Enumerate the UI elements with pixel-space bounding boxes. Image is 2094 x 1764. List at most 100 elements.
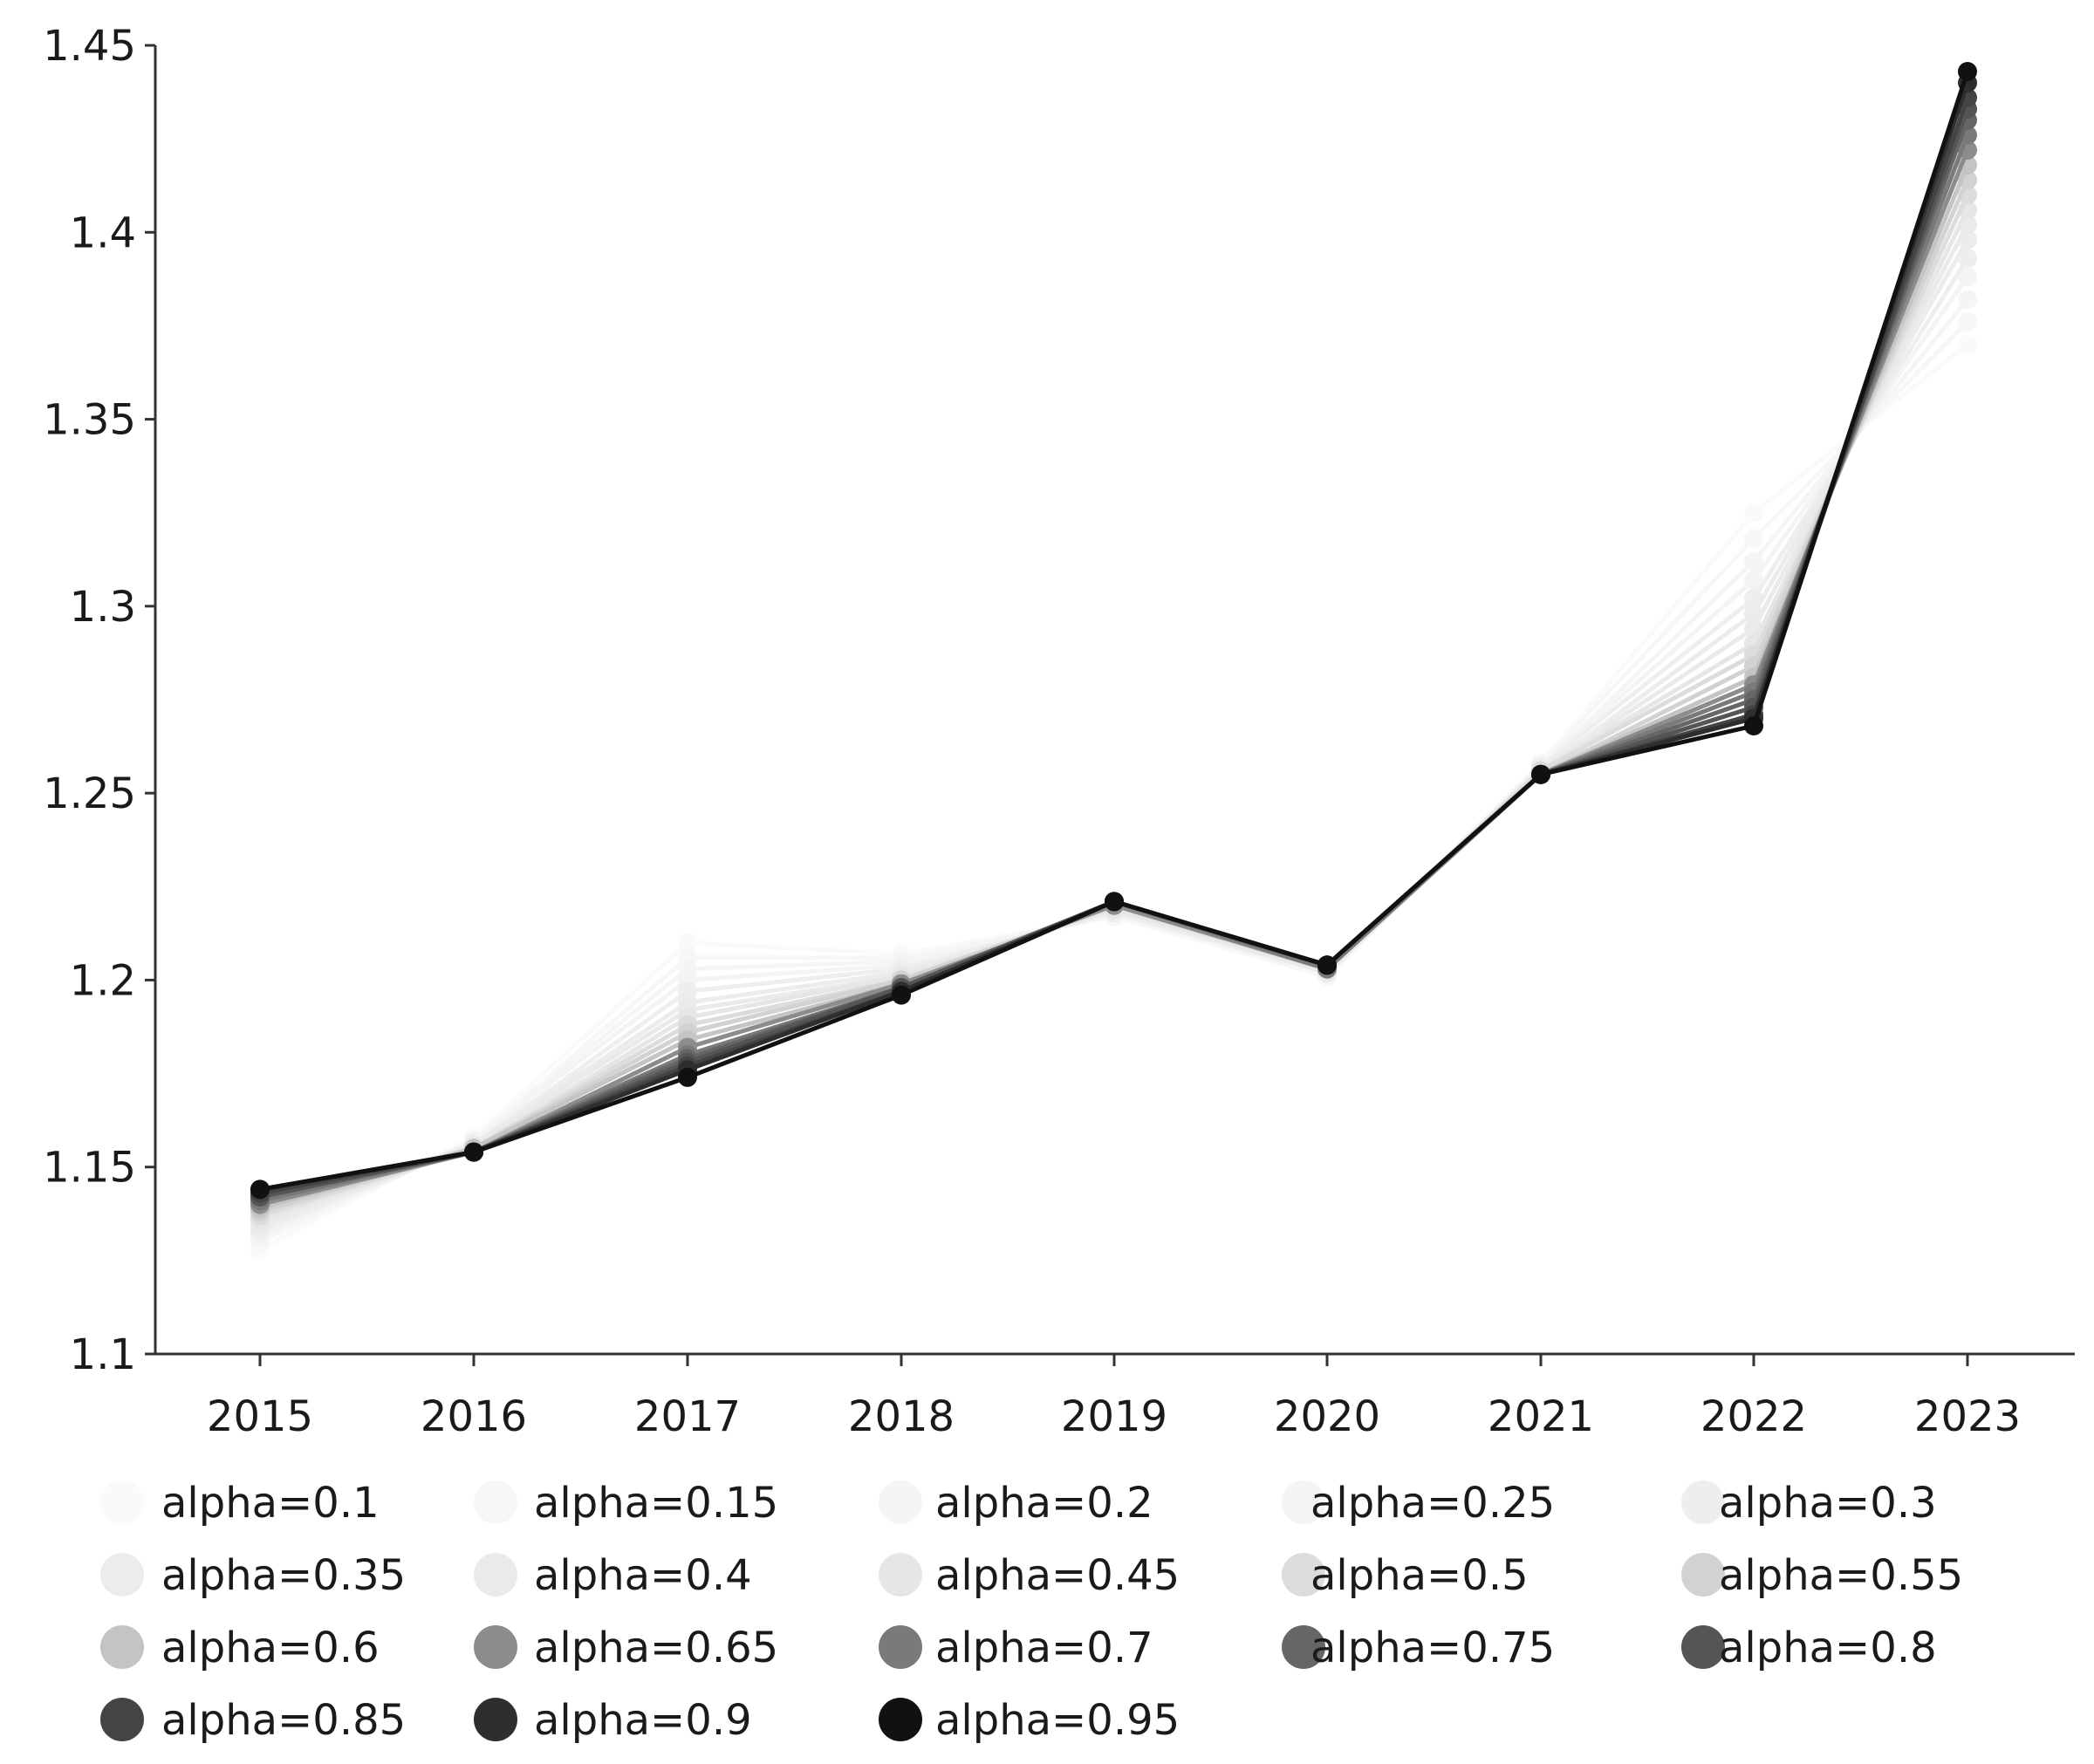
y-tick-label: 1.2 xyxy=(70,956,136,1005)
legend-marker xyxy=(1681,1553,1725,1596)
legend-label: alpha=0.15 xyxy=(534,1479,778,1528)
legend-label: alpha=0.85 xyxy=(161,1696,406,1745)
legend-marker xyxy=(879,1698,922,1741)
data-point xyxy=(892,985,911,1005)
series-group xyxy=(250,62,1977,1259)
legend-marker xyxy=(100,1698,144,1741)
data-point xyxy=(1958,334,1977,354)
legend-item: alpha=0.65 xyxy=(474,1624,778,1672)
legend-label: alpha=0.75 xyxy=(1310,1624,1555,1672)
legend-item: alpha=0.7 xyxy=(879,1624,1153,1672)
data-point xyxy=(1744,551,1763,571)
legend-label: alpha=0.8 xyxy=(1719,1624,1937,1672)
series-line xyxy=(258,320,1969,1244)
legend-item: alpha=0.85 xyxy=(100,1696,406,1745)
x-axis: 2015 2016 2017 2018 2019 2020 2021 2022 2023 xyxy=(155,1352,2075,1441)
legend-item: alpha=0.45 xyxy=(879,1551,1180,1600)
x-tick-label: 2017 xyxy=(634,1392,741,1441)
y-tick-label: 1.15 xyxy=(43,1144,136,1193)
data-point xyxy=(1958,267,1977,287)
legend-label: alpha=0.9 xyxy=(534,1696,752,1745)
legend-label: alpha=0.45 xyxy=(935,1551,1180,1600)
legend-marker xyxy=(1282,1625,1325,1669)
data-point xyxy=(1531,764,1550,784)
data-point xyxy=(678,933,697,953)
x-tick-label: 2018 xyxy=(848,1392,955,1441)
legend-marker xyxy=(879,1480,922,1524)
legend: alpha=0.1 alpha=0.15 alpha=0.2 alpha=0.25 al… xyxy=(100,1479,1963,1745)
y-tick-label: 1.35 xyxy=(43,396,136,445)
legend-marker xyxy=(1282,1480,1325,1524)
legend-item: alpha=0.8 xyxy=(1681,1624,1937,1672)
series-line xyxy=(259,256,1970,1233)
legend-label: alpha=0.65 xyxy=(534,1624,778,1672)
data-point xyxy=(678,1067,697,1087)
y-tick-label: 1.25 xyxy=(43,769,136,818)
legend-item: alpha=0.3 xyxy=(1681,1479,1937,1528)
legend-marker xyxy=(1681,1480,1725,1524)
x-tick-label: 2022 xyxy=(1701,1392,1807,1441)
legend-label: alpha=0.1 xyxy=(161,1479,380,1528)
data-point xyxy=(1958,62,1977,81)
legend-label: alpha=0.95 xyxy=(935,1696,1180,1745)
x-tick-label: 2019 xyxy=(1061,1392,1167,1441)
legend-label: alpha=0.25 xyxy=(1310,1479,1555,1528)
x-tick-label: 2023 xyxy=(1914,1392,2021,1441)
legend-marker xyxy=(474,1625,517,1669)
legend-item: alpha=0.55 xyxy=(1681,1551,1963,1600)
series-line xyxy=(259,82,1970,1192)
legend-marker xyxy=(1681,1625,1725,1669)
y-tick-label: 1.4 xyxy=(70,209,136,257)
data-point xyxy=(1958,249,1977,269)
data-point xyxy=(1105,892,1124,912)
x-tick-label: 2020 xyxy=(1274,1392,1380,1441)
series-line xyxy=(258,276,1970,1237)
series-alpha=0.7 xyxy=(250,125,1977,1211)
legend-item: alpha=0.9 xyxy=(474,1696,752,1745)
legend-marker xyxy=(100,1625,144,1669)
legend-item: alpha=0.5 xyxy=(1282,1551,1529,1600)
legend-item: alpha=0.2 xyxy=(879,1479,1153,1528)
legend-item: alpha=0.15 xyxy=(474,1479,778,1528)
series-alpha=0.45 xyxy=(250,200,1977,1229)
series-alpha=0.25 xyxy=(250,267,1977,1244)
legend-item: alpha=0.6 xyxy=(100,1624,380,1672)
data-point xyxy=(1744,716,1763,735)
legend-label: alpha=0.55 xyxy=(1719,1551,1963,1600)
y-axis: 1.1 1.15 1.2 1.25 1.3 1.35 1.4 1.45 xyxy=(43,22,157,1379)
series-alpha=0.9 xyxy=(250,72,1977,1200)
series-alpha=0.3 xyxy=(250,249,1977,1241)
legend-item: alpha=0.25 xyxy=(1282,1479,1555,1528)
y-tick-label: 1.45 xyxy=(43,22,136,71)
y-tick-label: 1.1 xyxy=(70,1330,136,1379)
series-line xyxy=(259,108,1970,1200)
data-point xyxy=(250,1179,270,1200)
legend-item: alpha=0.95 xyxy=(879,1696,1180,1745)
legend-marker xyxy=(1282,1553,1325,1596)
legend-item: alpha=0.4 xyxy=(474,1551,752,1600)
legend-label: alpha=0.35 xyxy=(161,1551,406,1600)
legend-marker xyxy=(100,1553,144,1596)
x-tick-label: 2016 xyxy=(421,1392,527,1441)
series-alpha=0.65 xyxy=(250,140,1977,1214)
data-point xyxy=(464,1142,483,1162)
series-alpha=0.75 xyxy=(250,110,1977,1207)
data-point xyxy=(1958,290,1977,310)
y-tick-label: 1.3 xyxy=(70,583,136,632)
legend-marker xyxy=(474,1480,517,1524)
legend-marker xyxy=(879,1625,922,1669)
legend-marker xyxy=(879,1553,922,1596)
legend-label: alpha=0.2 xyxy=(935,1479,1153,1528)
legend-label: alpha=0.3 xyxy=(1719,1479,1937,1528)
legend-marker xyxy=(100,1480,144,1524)
legend-marker xyxy=(474,1698,517,1741)
data-point xyxy=(1744,529,1763,549)
series-line xyxy=(259,223,1970,1226)
legend-label: alpha=0.5 xyxy=(1310,1551,1529,1600)
data-point xyxy=(1744,570,1763,590)
x-tick-label: 2015 xyxy=(207,1392,313,1441)
data-point xyxy=(1317,955,1337,975)
series-alpha=0.95 xyxy=(250,62,1977,1200)
data-point xyxy=(1958,312,1977,332)
